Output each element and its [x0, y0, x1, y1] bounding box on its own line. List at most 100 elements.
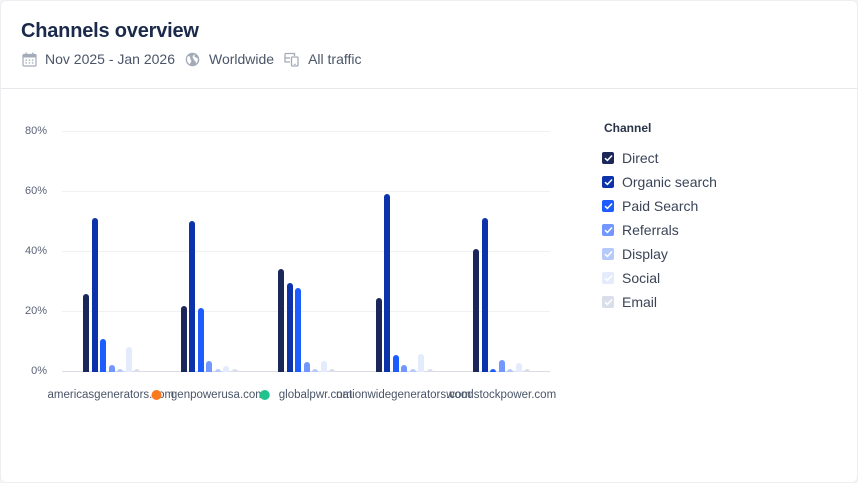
legend-label: Email [622, 294, 658, 310]
y-tick-label: 0% [31, 365, 47, 377]
check-icon [603, 202, 613, 210]
bar-display [312, 369, 319, 372]
bar-paid-search [392, 354, 399, 372]
legend-item-referrals[interactable]: Referrals [602, 218, 717, 242]
bar-direct [278, 269, 285, 372]
legend-label: Paid Search [622, 198, 699, 214]
legend-checkbox[interactable] [602, 296, 614, 308]
plot-area [62, 131, 550, 372]
channel-legend: Channel Direct Organic search Paid Search R… [602, 121, 717, 314]
gridline [62, 311, 550, 312]
y-tick-label: 20% [24, 305, 47, 317]
y-tick-label: 40% [24, 245, 47, 257]
legend-item-display[interactable]: Display [602, 242, 717, 266]
header-divider [1, 88, 857, 89]
channels-bar-chart: 0% 20% 40% 60% 80% americasgenerators.com gen… [1, 89, 571, 429]
legend-item-email[interactable]: Email [602, 290, 717, 314]
bar-paid-search [197, 308, 204, 372]
legend-label: Display [622, 246, 668, 262]
page-title: Channels overview [21, 20, 199, 42]
x-axis: americasgenerators.com genpowerusa.com glo… [48, 388, 557, 404]
bar-referrals [401, 365, 408, 372]
y-tick-label: 60% [24, 185, 47, 197]
bar-social [223, 366, 230, 372]
bar-email [426, 369, 433, 372]
bar-organic-search [91, 217, 98, 372]
legend-checkbox[interactable] [602, 248, 614, 260]
legend-label: Organic search [622, 174, 717, 190]
x-axis-label-text: nationwidegenerators.com [336, 389, 472, 401]
gridline [62, 131, 550, 132]
legend-checkbox[interactable] [602, 152, 614, 164]
bar-display [117, 369, 123, 372]
calendar-icon [21, 51, 37, 67]
bar-social [125, 347, 132, 372]
bar-referrals [206, 360, 213, 372]
bar-organic-search [481, 218, 488, 372]
bar-email [231, 369, 238, 372]
bar-social [418, 354, 425, 372]
check-icon [603, 226, 613, 234]
bar-organic-search [384, 193, 391, 372]
bar-email [329, 369, 336, 372]
legend-item-direct[interactable]: Direct [602, 146, 717, 170]
bar-paid-search [100, 339, 106, 372]
devices-icon [284, 51, 300, 67]
bar-referrals [108, 365, 115, 372]
x-axis-label: globalpwr.com [259, 388, 353, 402]
bar-organic-search [189, 221, 196, 372]
gridline [62, 251, 550, 252]
check-icon [603, 274, 613, 282]
legend-item-social[interactable]: Social [602, 266, 717, 290]
bar-organic-search [286, 282, 293, 372]
legend-checkbox[interactable] [602, 200, 614, 212]
x-axis-label-text: americasgenerators.com [47, 389, 175, 401]
y-tick-label: 80% [24, 125, 47, 137]
x-axis-label: nationwidegenerators.com [336, 388, 471, 402]
legend-checkbox[interactable] [602, 224, 614, 236]
bar-direct [375, 297, 382, 372]
bar-display [409, 369, 416, 372]
legend-checkbox[interactable] [602, 176, 614, 188]
legend-label: Social [622, 270, 661, 286]
bar-referrals [498, 360, 505, 372]
legend-item-paid-search[interactable]: Paid Search [602, 194, 717, 218]
legend-label: Referrals [622, 222, 679, 238]
bar-direct [83, 294, 89, 372]
legend-item-organic-search[interactable]: Organic search [602, 170, 717, 194]
bar-referrals [303, 362, 310, 372]
bar-direct [180, 306, 187, 372]
x-axis-label: americasgenerators.com [48, 388, 175, 402]
bar-email [134, 369, 140, 372]
check-icon [603, 178, 613, 186]
bar-direct [473, 249, 480, 372]
date-range: Nov 2025 - Jan 2026 [45, 51, 175, 67]
x-axis-label-text: globalpwr.com [278, 389, 353, 401]
x-axis-label: woodstockpower.com [446, 388, 556, 402]
globe-icon [185, 51, 201, 67]
bar-display [507, 369, 514, 372]
x-axis-label-text: woodstockpower.com [446, 389, 557, 401]
bar-email [524, 369, 531, 372]
traffic-type: All traffic [308, 51, 362, 67]
legend-label: Direct [622, 150, 659, 166]
bar-social [515, 362, 522, 372]
check-icon [603, 154, 613, 162]
bar-social [320, 360, 327, 372]
legend-items: Direct Organic search Paid Search Referrals… [602, 146, 717, 314]
bar-paid-search [490, 369, 497, 372]
gridline [62, 191, 550, 192]
site-marker-dot-icon [259, 390, 270, 400]
legend-checkbox[interactable] [602, 272, 614, 284]
bar-paid-search [295, 288, 302, 372]
check-icon [603, 250, 613, 258]
site-marker-dot-icon [151, 390, 162, 400]
filter-summary: Nov 2025 - Jan 2026 Worldwide All traffi… [21, 50, 372, 68]
region: Worldwide [208, 51, 275, 67]
x-axis-label-text: genpowerusa.com [170, 389, 265, 401]
bar-display [214, 369, 221, 372]
x-axis-label: genpowerusa.com [151, 388, 265, 402]
legend-title: Channel [604, 121, 652, 135]
check-icon [603, 298, 613, 306]
